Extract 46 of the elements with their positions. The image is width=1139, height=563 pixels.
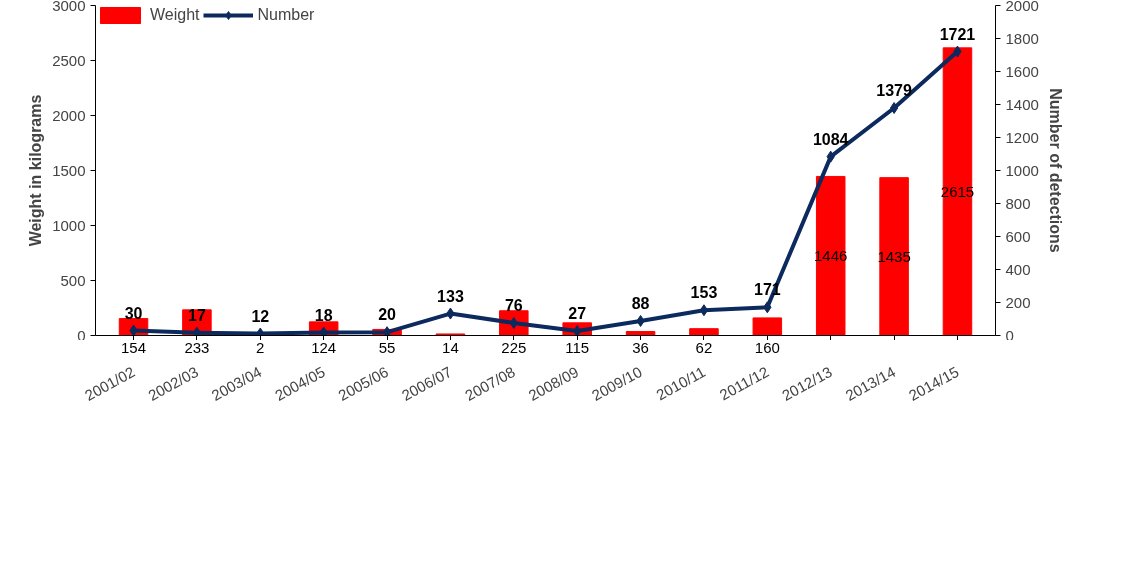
data-label: 153 — [690, 284, 718, 302]
y2-tick-label: 1400 — [1005, 95, 1039, 113]
data-label: 2 — [256, 338, 265, 356]
y2-tick-label: 1000 — [1005, 161, 1039, 179]
data-label: 76 — [504, 296, 523, 314]
data-label: 27 — [568, 305, 587, 323]
data-label: 18 — [314, 306, 333, 324]
y-tick-label: 3000 — [52, 0, 86, 14]
legend-label: Number — [257, 6, 315, 24]
data-label: 12 — [251, 307, 270, 325]
data-label: 233 — [184, 338, 210, 356]
data-label: 1721 — [939, 25, 976, 43]
data-label: 225 — [501, 338, 527, 356]
data-label: 62 — [695, 338, 713, 356]
y2-tick-label: 400 — [1005, 260, 1031, 278]
data-label: 124 — [311, 338, 337, 356]
y-tick-label: 2500 — [52, 51, 86, 69]
y2-tick-label: 0 — [1005, 326, 1014, 344]
data-label: 115 — [565, 338, 590, 356]
y-tick-label: 1000 — [52, 216, 86, 234]
y2-tick-label: 1600 — [1005, 62, 1039, 80]
y2-tick-label: 200 — [1005, 293, 1031, 311]
data-label: 160 — [754, 338, 780, 356]
y2-tick-label: 1200 — [1005, 128, 1039, 146]
data-label: 36 — [632, 338, 649, 356]
y-tick-label: 500 — [60, 271, 86, 289]
y2-tick-label: 800 — [1005, 194, 1031, 212]
y2-axis-title: Number of detections — [1046, 88, 1064, 253]
data-label: 20 — [378, 306, 397, 324]
y-axis-title: Weight in kilograms — [27, 94, 45, 247]
y2-tick-label: 600 — [1005, 227, 1031, 245]
data-label: 154 — [121, 338, 147, 356]
data-label: 1084 — [812, 130, 849, 148]
data-label: 55 — [378, 338, 396, 356]
y-tick-label: 2000 — [52, 106, 86, 124]
data-label: 133 — [437, 287, 464, 305]
y-tick-label: 1500 — [52, 161, 86, 179]
data-label: 30 — [124, 304, 143, 322]
y2-tick-label: 1800 — [1005, 29, 1039, 47]
y2-tick-label: 2000 — [1005, 0, 1039, 14]
data-label: 14 — [442, 338, 459, 356]
data-label: 17 — [188, 306, 206, 324]
data-label: 1379 — [876, 81, 912, 99]
data-label: 88 — [631, 294, 650, 312]
legend-label: Weight — [150, 6, 200, 24]
y-tick-label: 0 — [77, 326, 86, 344]
